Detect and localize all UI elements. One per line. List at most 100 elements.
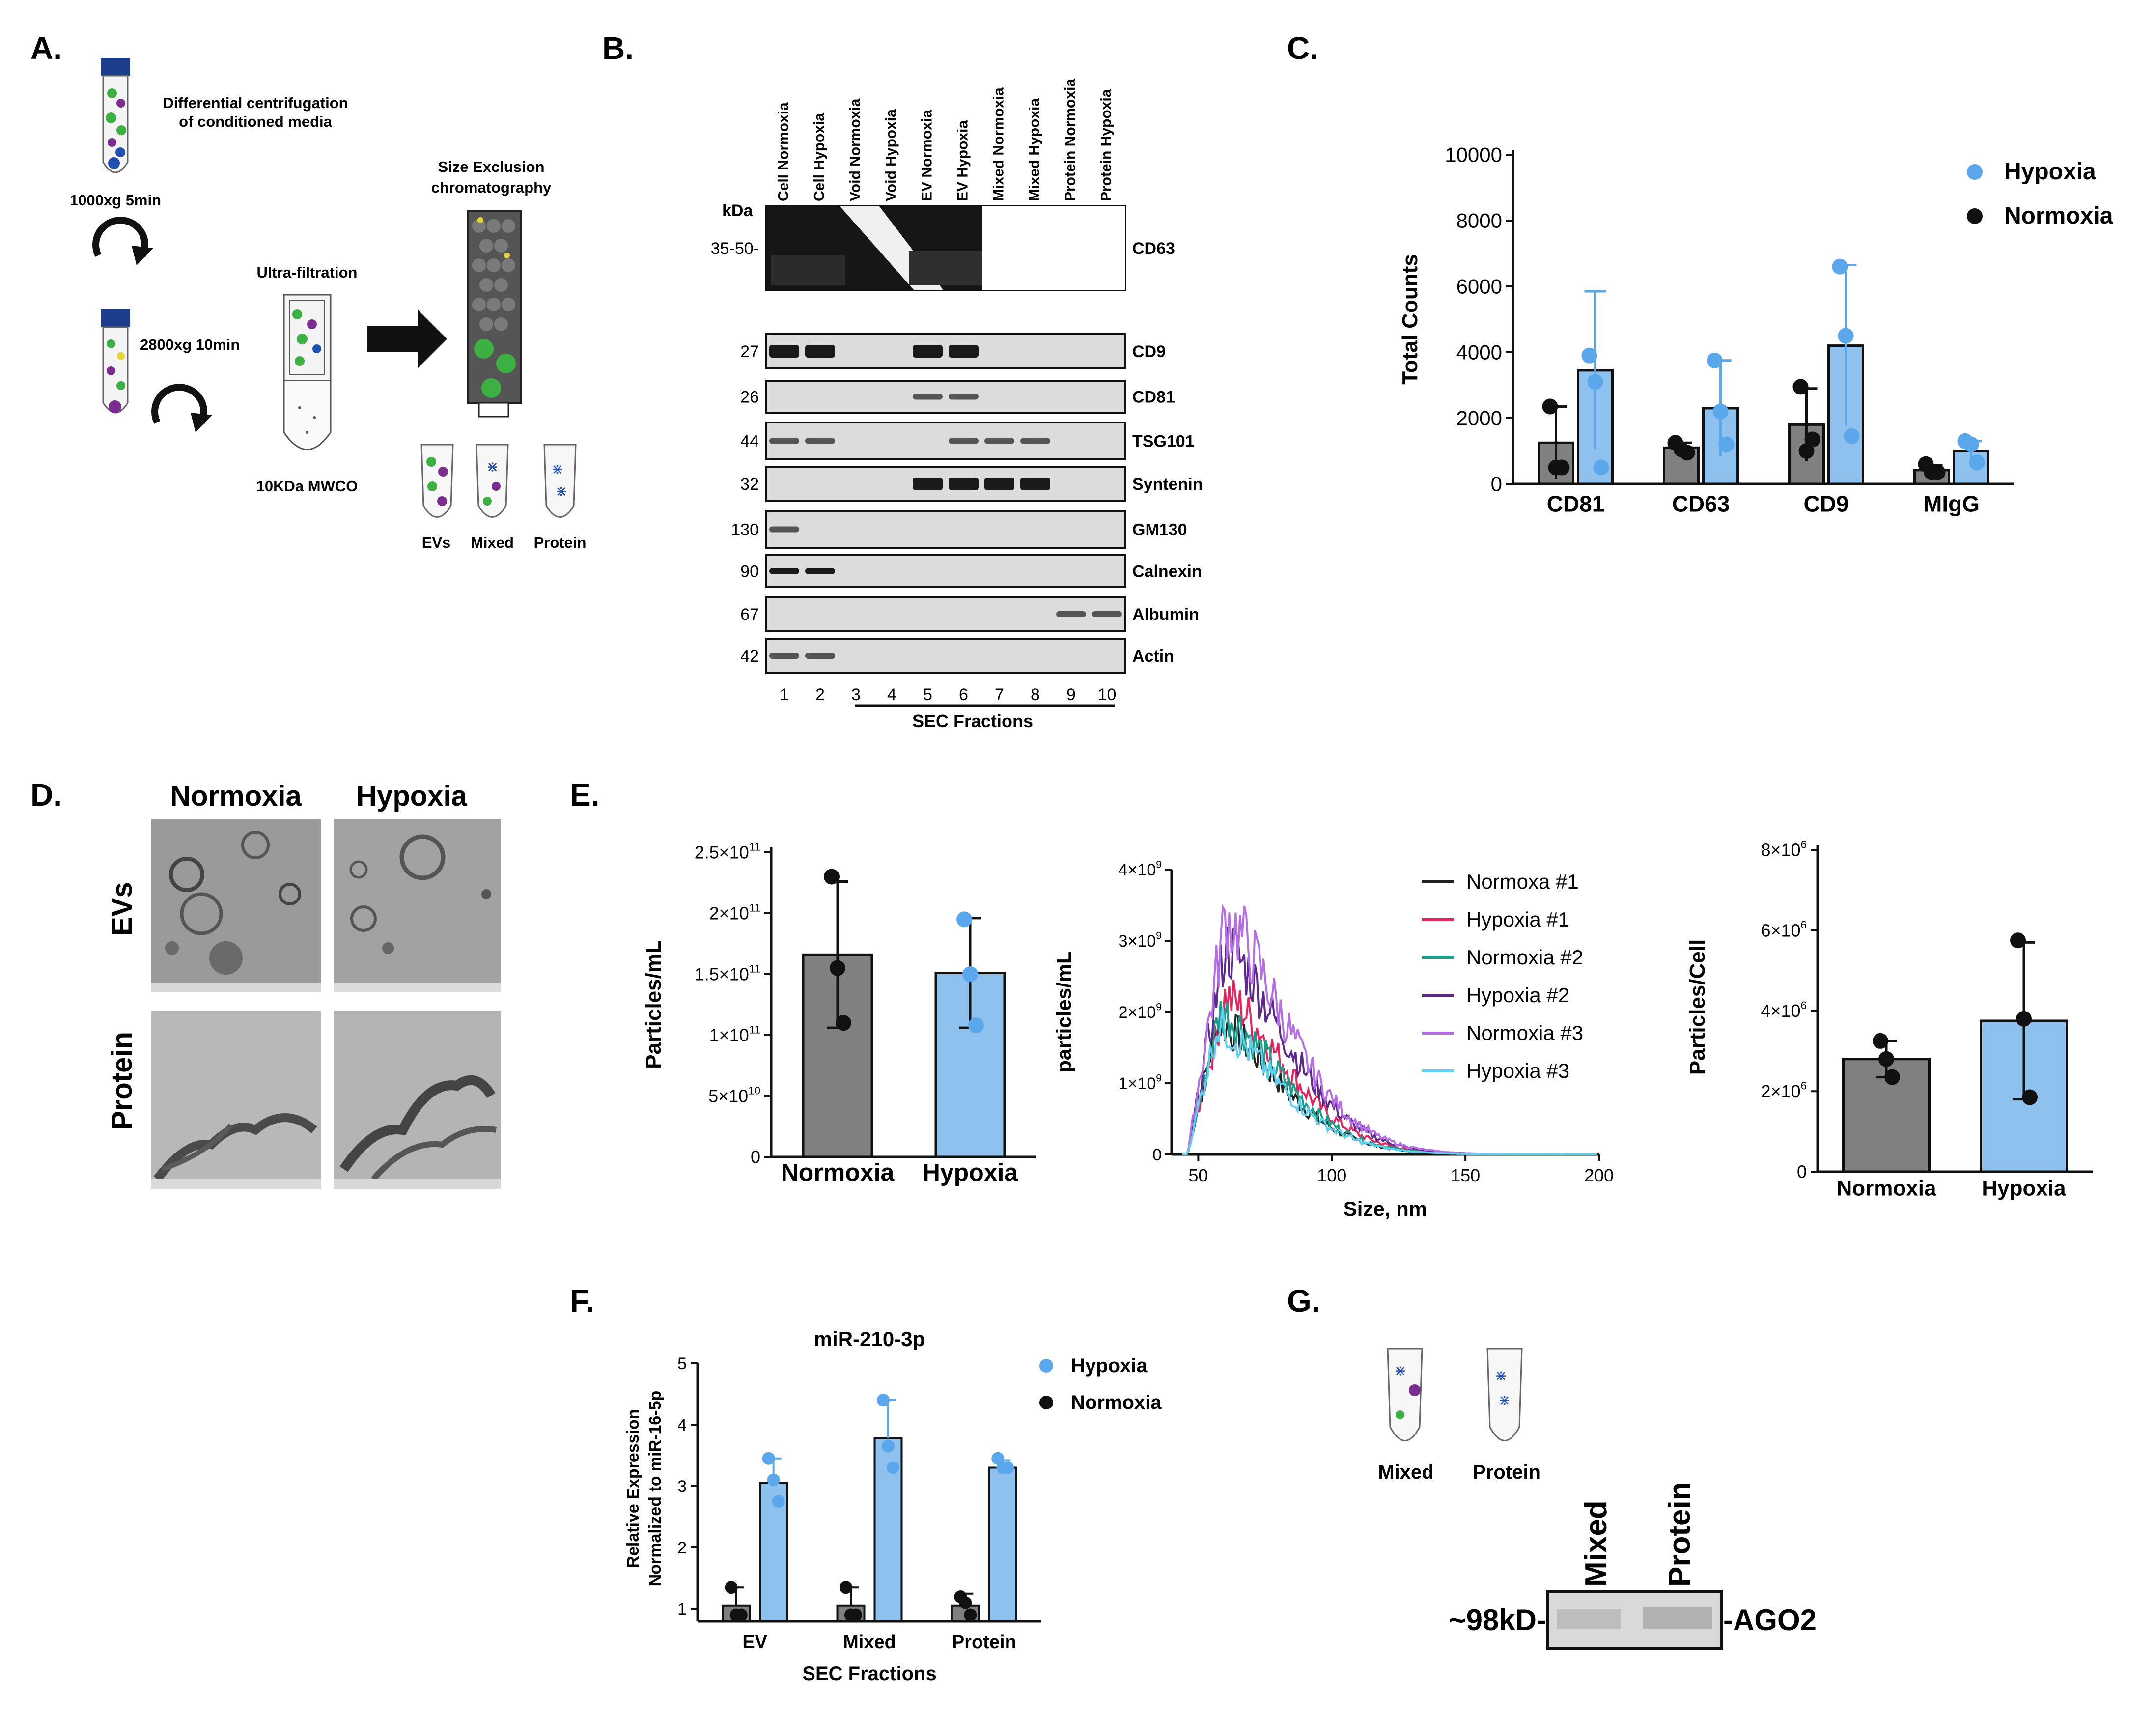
lane-number: 1	[780, 685, 789, 704]
svg-text:⋇: ⋇	[1498, 1392, 1511, 1408]
lane-number: 9	[1066, 685, 1076, 704]
x-tick-label: 100	[1317, 1165, 1346, 1185]
y-tick-label: 4	[677, 1416, 687, 1434]
data-point	[956, 911, 972, 928]
blot-name: CD63	[1132, 239, 1175, 258]
svg-text:⋇: ⋇	[1495, 1368, 1507, 1384]
category-label: MIgG	[1923, 491, 1980, 517]
band	[1092, 611, 1122, 617]
band	[1056, 611, 1086, 617]
chart-c: 0 2000 4000 6000 8000 10000 CD81 CD63 CD9 MIgG Tot…	[1398, 143, 2113, 517]
blot-name: GM130	[1132, 521, 1187, 539]
y-tick-label: 3×109	[1119, 930, 1162, 951]
kda-label: kDa	[722, 201, 753, 220]
mw-label: 130	[731, 521, 759, 539]
band	[949, 345, 979, 358]
lane-label: Cell Hypoxia	[812, 113, 828, 201]
lane-label: Void Normoxia	[847, 98, 864, 201]
data-point	[1792, 379, 1809, 395]
blot-tsg101	[765, 422, 1126, 460]
band	[769, 526, 799, 533]
blot-name: Albumin	[1132, 605, 1199, 624]
panel-d-tem: Normoxia Hypoxia EVs Protein	[106, 780, 501, 1189]
y-axis-label: Total Counts	[1398, 254, 1422, 385]
lane-label: EV Normoxia	[919, 110, 935, 201]
g-tube-protein: ⋇⋇	[1486, 1348, 1523, 1441]
data-point	[1707, 352, 1723, 368]
mw-label: 32	[740, 475, 759, 494]
panel-label-a: A.	[30, 30, 62, 66]
y-axis-label: Particles/Cell	[1685, 939, 1709, 1075]
sec-column	[467, 210, 522, 418]
y-tick-label: 1	[677, 1600, 687, 1619]
y-tick-label: 2000	[1456, 407, 1502, 430]
y-tick-label: 0	[1491, 473, 1502, 496]
workflow-arrow	[367, 309, 447, 368]
mw-label: 27	[740, 342, 759, 361]
data-point	[1930, 464, 1946, 480]
data-point	[1587, 374, 1603, 390]
lane-number: 10	[1098, 685, 1117, 704]
lane-number: 5	[923, 685, 932, 704]
lane-number: 8	[1031, 685, 1040, 704]
category-label: CD9	[1803, 491, 1848, 517]
tem-col-hypoxia: Hypoxia	[356, 780, 467, 812]
y-axis-label: Normalized to miR-16-5p	[646, 1391, 665, 1587]
legend-marker	[1039, 1359, 1053, 1373]
mwco-label: 10KDa MWCO	[256, 478, 358, 495]
data-point	[1844, 428, 1860, 444]
y-tick-label: 1×1011	[709, 1023, 760, 1045]
mw-label: 44	[740, 432, 759, 451]
band	[805, 653, 835, 659]
data-point	[1542, 398, 1558, 415]
fraction-tube-mixed: ⋇	[476, 444, 509, 518]
y-tick-label: 2.5×1011	[695, 841, 760, 862]
blot-albumin	[765, 596, 1126, 632]
panel-a-schematic: Differential centrifugation of condition…	[70, 58, 586, 551]
blot-name: CD81	[1132, 388, 1175, 407]
blot-name: Syntenin	[1132, 475, 1203, 494]
step1b-label: of conditioned media	[179, 113, 332, 130]
tube-label-protein: Protein	[534, 534, 587, 551]
blot-actin	[765, 638, 1126, 674]
data-point	[2022, 1089, 2038, 1105]
data-point	[887, 1461, 899, 1474]
y-tick-label: 0	[751, 1147, 760, 1167]
data-point	[1581, 347, 1597, 364]
data-point	[836, 1015, 851, 1031]
blot-name: CD9	[1132, 342, 1166, 361]
tube-label-mixed: Mixed	[471, 534, 514, 551]
band	[949, 394, 979, 400]
blot-membrane	[765, 510, 1126, 549]
data-point	[882, 1439, 895, 1453]
data-point	[849, 1608, 862, 1622]
chart-e2: 0 1×109 2×109 3×109 4×109 50 100 150 200 Size, nm…	[1052, 859, 1614, 1220]
band	[769, 568, 799, 574]
chart-e3: 0 2×106 4×106 6×106 8×106 Normoxia Hypoxia Part…	[1685, 838, 2093, 1201]
data-point	[772, 1495, 785, 1508]
panel-g-ago2: ⋇ ⋇⋇ Mixed Protein Mixed Protein ~98kD- …	[1378, 1348, 1817, 1650]
y-tick-label: 1×109	[1119, 1073, 1162, 1093]
y-tick-label: 2	[677, 1539, 687, 1557]
sec-label-2: chromatography	[431, 179, 552, 196]
data-point	[1718, 436, 1735, 452]
data-point	[1838, 328, 1854, 344]
band	[805, 345, 835, 358]
panel-label-b: B.	[602, 30, 634, 66]
chart-title: miR-210-3p	[814, 1327, 925, 1350]
band	[984, 438, 1014, 444]
y-tick-label: 0	[1797, 1162, 1807, 1182]
category-label: Hypoxia	[1982, 1177, 2066, 1201]
data-point	[968, 1017, 984, 1034]
y-tick-label: 0	[1152, 1146, 1162, 1164]
mw-label: 42	[740, 647, 759, 666]
category-label: Mixed	[843, 1632, 896, 1653]
x-tick-label: 150	[1451, 1165, 1480, 1185]
blot-cd63	[765, 205, 1126, 291]
band	[913, 394, 943, 400]
legend-label: Hypoxia #2	[1466, 984, 1569, 1007]
panel-label-e: E.	[570, 777, 599, 813]
mw-label: 26	[740, 388, 759, 407]
data-point	[767, 1473, 780, 1487]
spin2-label: 2800xg 10min	[140, 336, 240, 353]
